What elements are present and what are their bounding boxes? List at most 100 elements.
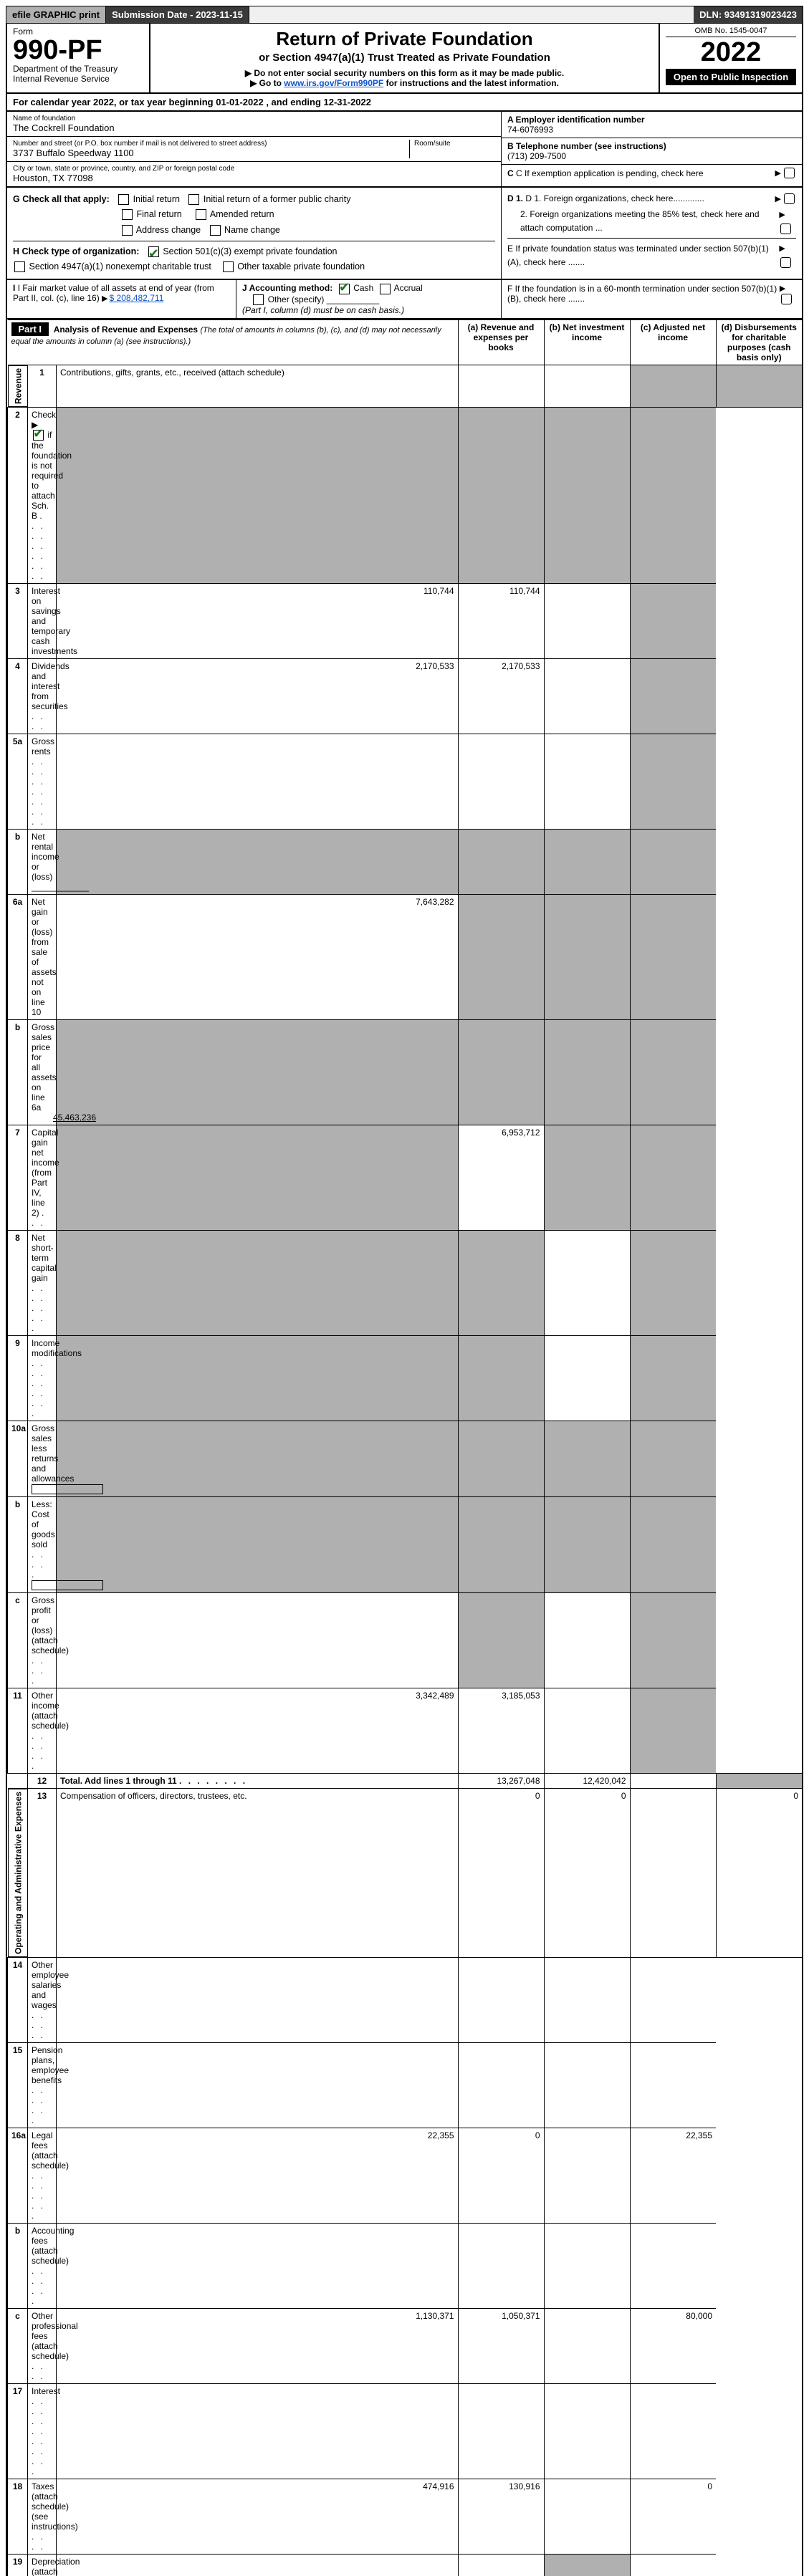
form-title: Return of Private Foundation bbox=[156, 28, 653, 50]
e-checkbox[interactable] bbox=[780, 257, 791, 268]
calendar-year-band: For calendar year 2022, or tax year begi… bbox=[6, 94, 803, 112]
row-17: Interest . . . . . . . . . . . . . . . bbox=[28, 2383, 57, 2479]
addr-label: Number and street (or P.O. box number if… bbox=[13, 140, 409, 148]
row-4: Dividends and interest from securities .… bbox=[28, 659, 57, 734]
d1-label: D 1. D 1. Foreign organizations, check h… bbox=[507, 192, 704, 206]
4947-checkbox[interactable] bbox=[14, 261, 25, 272]
address-change-checkbox[interactable] bbox=[122, 225, 133, 236]
row-2: Check ▶ if the foundation is not require… bbox=[28, 407, 57, 583]
r4-a: 2,170,533 bbox=[57, 659, 459, 734]
instr-no-ssn: ▶ Do not enter social security numbers o… bbox=[156, 68, 653, 78]
accrual-label: Accrual bbox=[394, 283, 423, 293]
r16c-d: 80,000 bbox=[630, 2308, 716, 2383]
row-10a: Gross sales less returns and allowances bbox=[28, 1421, 57, 1497]
name-label: Name of foundation bbox=[13, 115, 495, 122]
identity-block: Name of foundation The Cockrell Foundati… bbox=[6, 112, 803, 188]
top-bar: efile GRAPHIC print Submission Date - 20… bbox=[6, 6, 803, 24]
r11-b: 3,185,053 bbox=[458, 1688, 544, 1773]
tax-year: 2022 bbox=[666, 39, 796, 66]
initial-former-label: Initial return of a former public charit… bbox=[204, 194, 351, 204]
form990pf-link[interactable]: www.irs.gov/Form990PF bbox=[284, 78, 383, 88]
expenses-side-label: Operating and Administrative Expenses bbox=[8, 1789, 28, 1957]
d1-checkbox[interactable] bbox=[784, 193, 795, 204]
name-change-checkbox[interactable] bbox=[210, 225, 221, 236]
col-a-header: (a) Revenue and expenses per books bbox=[458, 319, 544, 365]
row-13: Compensation of officers, directors, tru… bbox=[57, 1788, 459, 1957]
amended-return-label: Amended return bbox=[210, 209, 274, 219]
r4-b: 2,170,533 bbox=[458, 659, 544, 734]
exemption-pending-checkbox[interactable] bbox=[784, 168, 795, 178]
row-5a: Gross rents . . . . . . . . . . . . . . bbox=[28, 734, 57, 830]
r16c-b: 1,050,371 bbox=[458, 2308, 544, 2383]
accrual-checkbox[interactable] bbox=[380, 284, 391, 294]
other-method-checkbox[interactable] bbox=[253, 294, 264, 305]
r12-b: 12,420,042 bbox=[544, 1773, 630, 1788]
row-16a: Legal fees (attach schedule) . . . . . .… bbox=[28, 2128, 57, 2223]
instr-goto: ▶ Go to www.irs.gov/Form990PF for instru… bbox=[156, 78, 653, 88]
address-change-label: Address change bbox=[136, 225, 201, 235]
r18-a: 474,916 bbox=[57, 2479, 459, 2554]
submission-date: Submission Date - 2023-11-15 bbox=[106, 6, 249, 23]
other-taxable-label: Other taxable private foundation bbox=[237, 261, 365, 271]
final-return-label: Final return bbox=[136, 209, 181, 219]
r16a-a: 22,355 bbox=[57, 2128, 459, 2223]
row-16c: Other professional fees (attach schedule… bbox=[28, 2308, 57, 2383]
fmv-amount[interactable]: $ 208,482,711 bbox=[110, 293, 164, 303]
r3-a: 110,744 bbox=[57, 584, 459, 659]
j-note: (Part I, column (d) must be on cash basi… bbox=[242, 305, 404, 315]
ein-value: 74-6076993 bbox=[507, 125, 796, 135]
omb-number: OMB No. 1545-0047 bbox=[666, 27, 796, 37]
form-number: 990-PF bbox=[13, 37, 143, 64]
row-5b: Net rental income or (loss) ____________ bbox=[28, 830, 57, 895]
f-label: F If the foundation is in a 60-month ter… bbox=[507, 284, 780, 304]
room-label: Room/suite bbox=[414, 140, 495, 148]
street-address: 3737 Buffalo Speedway 1100 bbox=[13, 148, 409, 158]
col-b-header: (b) Net investment income bbox=[544, 319, 630, 365]
phone-value: (713) 209-7500 bbox=[507, 151, 796, 161]
check-section-gh-de: G Check all that apply: Initial return I… bbox=[6, 188, 803, 280]
col-d-header: (d) Disbursements for charitable purpose… bbox=[716, 319, 802, 365]
4947-label: Section 4947(a)(1) nonexempt charitable … bbox=[29, 261, 211, 271]
form-header: Form 990-PF Department of the Treasury I… bbox=[6, 24, 803, 94]
city-state-zip: Houston, TX 77098 bbox=[13, 173, 495, 183]
r12-a: 13,267,048 bbox=[458, 1773, 544, 1788]
r11-a: 3,342,489 bbox=[57, 1688, 459, 1773]
r16a-d: 22,355 bbox=[630, 2128, 716, 2223]
r7-b: 6,953,712 bbox=[458, 1125, 544, 1231]
row-1: Contributions, gifts, grants, etc., rece… bbox=[57, 365, 459, 407]
row-14: Other employee salaries and wages . . . … bbox=[28, 1957, 57, 2042]
final-return-checkbox[interactable] bbox=[122, 209, 133, 220]
dept-label: Department of the Treasury bbox=[13, 64, 143, 74]
other-taxable-checkbox[interactable] bbox=[223, 261, 234, 272]
exemption-pending-label: C C If exemption application is pending,… bbox=[507, 168, 704, 178]
row-10b: Less: Cost of goods sold . . . . . bbox=[28, 1497, 57, 1593]
r13-b: 0 bbox=[544, 1788, 630, 1957]
cash-label: Cash bbox=[353, 283, 373, 293]
g-label: G Check all that apply: bbox=[13, 194, 110, 204]
row-10c: Gross profit or (loss) (attach schedule)… bbox=[28, 1592, 57, 1688]
cash-checkbox[interactable] bbox=[339, 284, 350, 294]
schb-not-required-checkbox[interactable] bbox=[33, 430, 44, 441]
revenue-side-label: Revenue bbox=[8, 365, 28, 407]
f-checkbox[interactable] bbox=[781, 294, 792, 304]
initial-former-checkbox[interactable] bbox=[188, 194, 199, 205]
amended-return-checkbox[interactable] bbox=[196, 209, 206, 220]
open-to-public: Open to Public Inspection bbox=[666, 69, 796, 85]
r6a-a: 7,643,282 bbox=[57, 895, 459, 1020]
r16c-a: 1,130,371 bbox=[57, 2308, 459, 2383]
d2-checkbox[interactable] bbox=[780, 224, 791, 234]
e-label: E If private foundation status was termi… bbox=[507, 242, 779, 269]
check-section-ijf: I I Fair market value of all assets at e… bbox=[6, 280, 803, 319]
initial-return-checkbox[interactable] bbox=[118, 194, 129, 205]
row-3: Interest on savings and temporary cash i… bbox=[28, 584, 57, 659]
efile-label: efile GRAPHIC print bbox=[6, 6, 106, 23]
ein-label: A Employer identification number bbox=[507, 115, 796, 125]
501c3-checkbox[interactable] bbox=[148, 246, 159, 257]
initial-return-label: Initial return bbox=[133, 194, 180, 204]
form-subtitle: or Section 4947(a)(1) Trust Treated as P… bbox=[156, 52, 653, 64]
row-9: Income modifications . . . . . . . . . .… bbox=[28, 1336, 57, 1421]
r13-a: 0 bbox=[458, 1788, 544, 1957]
row-12: Total. Add lines 1 through 11 . . . . . … bbox=[57, 1773, 459, 1788]
row-16b: Accounting fees (attach schedule) . . . … bbox=[28, 2223, 57, 2308]
r16a-b: 0 bbox=[458, 2128, 544, 2223]
